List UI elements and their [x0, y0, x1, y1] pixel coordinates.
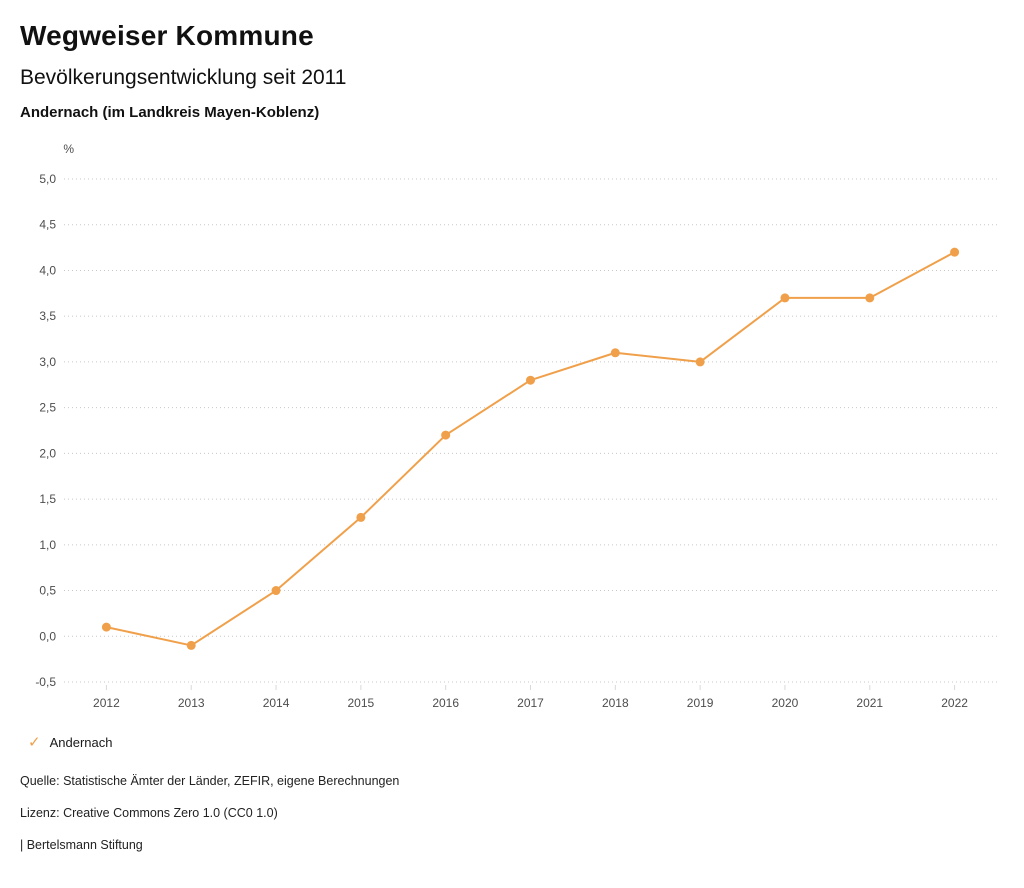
data-point-2013[interactable] [186, 640, 196, 650]
data-point-2012[interactable] [101, 622, 111, 632]
x-tick-label: 2020 [772, 696, 799, 710]
x-tick-label: 2017 [517, 696, 544, 710]
population-line-chart: % 5,0 4,5 4,0 3,5 3,0 2,5 2,0 1,5 1,0 0,5 0,0 -0,5 20… [35, 142, 997, 710]
y-tick-label: 0,5 [39, 584, 56, 598]
chart-subtitle: Bevölkerungsentwicklung seit 2011 [20, 66, 347, 89]
y-tick-label: 4,0 [39, 263, 56, 277]
x-tick-label: 2013 [178, 696, 205, 710]
data-point-2021[interactable] [865, 293, 875, 303]
chart-location: Andernach (im Landkreis Mayen-Koblenz) [20, 104, 320, 121]
chart-header: Wegweiser Kommune Bevölkerungsentwicklun… [0, 0, 1024, 121]
line-chart-container: % 5,0 4,5 4,0 3,5 3,0 2,5 2,0 1,5 1,0 0,5 0,0 -0,5 20… [0, 129, 1024, 729]
chart-legend: ✓ Andernach [0, 735, 1024, 750]
y-tick-label: 2,0 [39, 446, 56, 460]
x-tick-label: 2018 [602, 696, 629, 710]
y-tick-label: 0,0 [39, 629, 56, 643]
y-tick-label: 3,5 [39, 309, 56, 323]
data-point-2022[interactable] [950, 247, 960, 257]
chart-footer: Quelle: Statistische Ämter der Länder, Z… [0, 774, 1024, 852]
data-point-2016[interactable] [441, 430, 451, 440]
x-tick-label: 2021 [856, 696, 883, 710]
y-tick-label: 4,5 [39, 218, 56, 232]
page-title: Wegweiser Kommune [20, 20, 314, 51]
data-point-2014[interactable] [271, 586, 281, 596]
x-tick-label: 2012 [93, 696, 120, 710]
x-tick-label: 2015 [348, 696, 375, 710]
data-point-2015[interactable] [356, 512, 366, 522]
legend-check-icon: ✓ [28, 734, 41, 751]
data-point-2019[interactable] [695, 357, 705, 367]
source-text: Quelle: Statistische Ämter der Länder, Z… [20, 774, 400, 788]
y-tick-label: 1,5 [39, 492, 56, 506]
legend-series-label: Andernach [49, 735, 113, 750]
y-axis-unit-label: % [63, 142, 74, 156]
license-text: Lizenz: Creative Commons Zero 1.0 (CC0 1… [20, 806, 278, 820]
y-tick-label: 2,5 [39, 401, 56, 415]
data-point-2020[interactable] [780, 293, 790, 303]
x-tick-label: 2022 [941, 696, 968, 710]
x-tick-label: 2014 [263, 696, 290, 710]
series-line-andernach [105, 251, 956, 647]
y-tick-label: 3,0 [39, 355, 56, 369]
x-tick-label: 2019 [687, 696, 714, 710]
y-tick-label: 1,0 [39, 538, 56, 552]
attribution-text: | Bertelsmann Stiftung [20, 838, 143, 852]
x-tick-label: 2016 [432, 696, 459, 710]
y-tick-label: -0,5 [35, 675, 56, 689]
y-tick-label: 5,0 [39, 172, 56, 186]
data-point-2017[interactable] [526, 375, 535, 385]
data-point-2018[interactable] [610, 348, 620, 358]
